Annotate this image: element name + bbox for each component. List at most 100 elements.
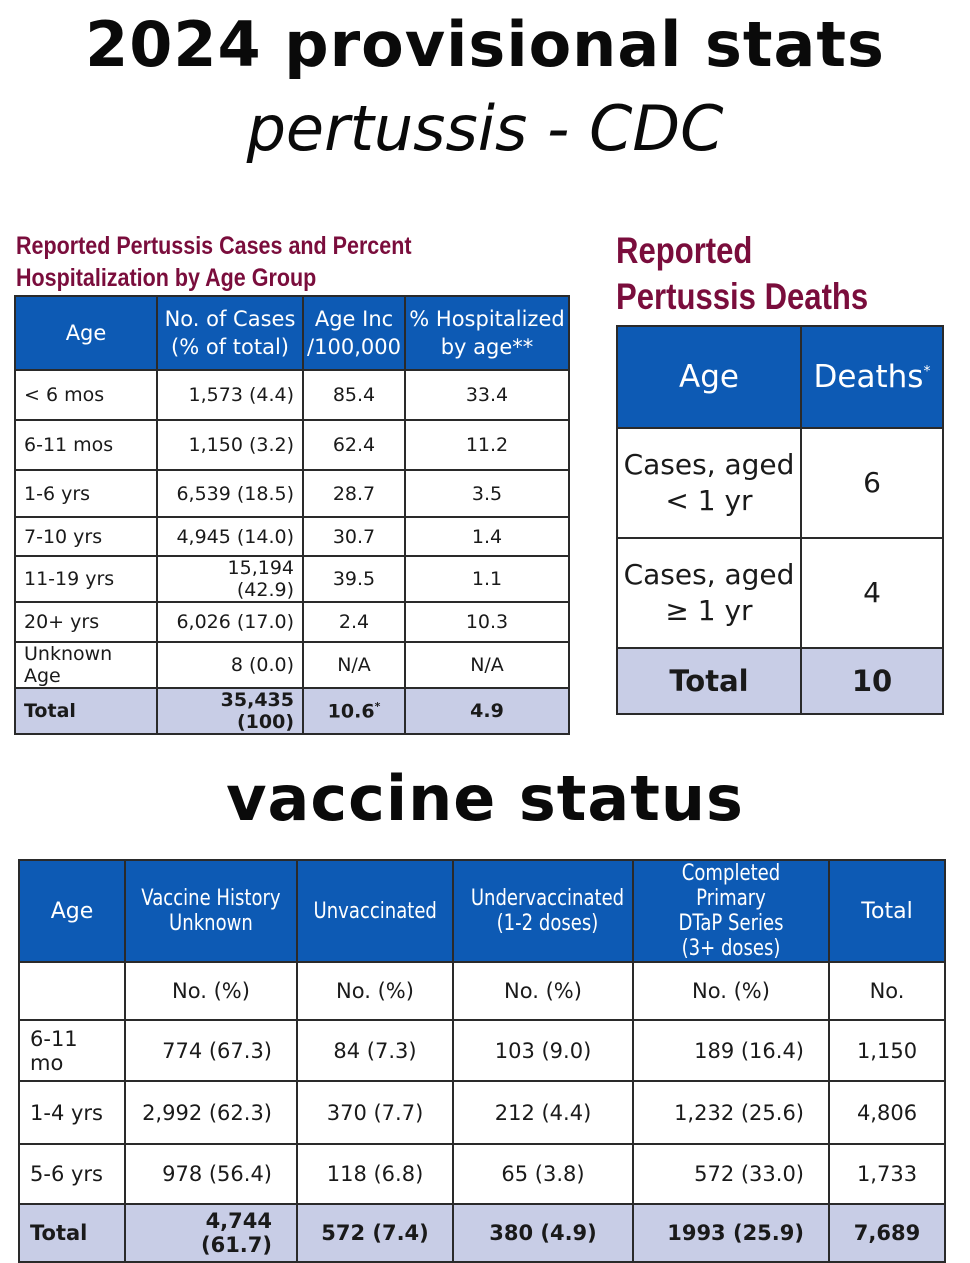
- cell-total-under: 380 (4.9): [452, 1203, 634, 1263]
- total-incidence-value: 10.6: [327, 700, 375, 723]
- cases-table-caption: Reported Pertussis Cases and Percent Hos…: [16, 230, 412, 294]
- deaths-table-caption: Reported Pertussis Deaths: [616, 228, 868, 320]
- age-line1: Cases, aged: [623, 448, 795, 481]
- cell-age: Cases, aged < 1 yr: [616, 427, 802, 539]
- cell-age: 1-4 yrs: [18, 1080, 126, 1145]
- cell-total-total: 7,689: [828, 1203, 946, 1263]
- cell-incidence: 2.4: [302, 601, 406, 643]
- cell-total-deaths: 10: [800, 647, 944, 715]
- cell-incidence: 85.4: [302, 369, 406, 421]
- table-row: 7-10 yrs 4,945 (14.0) 30.7 1.4: [14, 516, 570, 557]
- cell-age: Cases, aged ≥ 1 yr: [616, 537, 802, 649]
- header-hosp-line2: by age**: [440, 335, 534, 359]
- cases-header-row: Age No. of Cases (% of total) Age Inc/100…: [14, 295, 570, 371]
- cell-age: Unknown Age: [14, 641, 158, 689]
- subheader-under: No. (%): [452, 961, 634, 1021]
- cell-unvax: 370 (7.7): [296, 1080, 454, 1145]
- cell-hospitalized: 3.5: [404, 469, 570, 518]
- header-complete-line1: Completed Primary: [681, 861, 781, 911]
- cell-hospitalized: 1.1: [404, 555, 570, 603]
- vaccine-status-table: Age Vaccine History Unknown Unvaccinated …: [18, 859, 946, 1263]
- header-cases-line2: (% of total): [171, 335, 289, 359]
- incidence-footnote-mark: *: [374, 699, 381, 713]
- main-title: 2024 provisional stats: [85, 8, 885, 81]
- cell-under: 65 (3.8): [452, 1143, 634, 1205]
- header-completed-primary: Completed Primary DTaP Series (3+ doses): [632, 859, 830, 963]
- age-line2: < 1 yr: [665, 484, 753, 517]
- header-deaths-label: Deaths: [813, 359, 924, 395]
- cell-total-cases: 35,435 (100): [156, 687, 304, 735]
- header-under-line2: (1-2 doses): [496, 911, 599, 936]
- cell-hospitalized: 33.4: [404, 369, 570, 421]
- header-incidence: Age Inc/100,000: [302, 295, 406, 371]
- cell-cases: 1,573 (4.4): [156, 369, 304, 421]
- cell-incidence: N/A: [302, 641, 406, 689]
- table-row: < 6 mos 1,573 (4.4) 85.4 33.4: [14, 369, 570, 421]
- subheader-unvax: No. (%): [296, 961, 454, 1021]
- cell-total-unknown: 4,744 (61.7): [124, 1203, 298, 1263]
- cell-unvax: 118 (6.8): [296, 1143, 454, 1205]
- subtitle: pertussis - CDC: [246, 92, 724, 165]
- cell-age: 6-11 mos: [14, 419, 158, 471]
- cell-hospitalized: N/A: [404, 641, 570, 689]
- header-deaths: Deaths*: [800, 325, 944, 429]
- cell-total-incidence: 10.6*: [302, 687, 406, 735]
- header-age: Age: [18, 859, 126, 963]
- cell-complete: 572 (33.0): [632, 1143, 830, 1205]
- cell-total: 1,150: [828, 1019, 946, 1082]
- subheader-row: No. (%) No. (%) No. (%) No. (%) No.: [18, 961, 946, 1021]
- cell-unknown: 774 (67.3): [124, 1019, 298, 1082]
- total-row: Total 35,435 (100) 10.6* 4.9: [14, 687, 570, 735]
- header-history-unknown: Vaccine History Unknown: [124, 859, 298, 963]
- cases-caption-line1: Reported Pertussis Cases and Percent: [16, 232, 412, 260]
- cell-age: 11-19 yrs: [14, 555, 158, 603]
- cell-age: 6-11 mo: [18, 1019, 126, 1082]
- cell-age: 20+ yrs: [14, 601, 158, 643]
- table-row: Cases, aged < 1 yr 6: [616, 427, 944, 539]
- cell-hospitalized: 1.4: [404, 516, 570, 557]
- cell-cases: 15,194 (42.9): [156, 555, 304, 603]
- deaths-header-row: Age Deaths*: [616, 325, 944, 429]
- cell-cases: 4,945 (14.0): [156, 516, 304, 557]
- header-total: Total: [828, 859, 946, 963]
- total-row: Total 10: [616, 647, 944, 715]
- header-age: Age: [616, 325, 802, 429]
- table-row: 6-11 mo 774 (67.3) 84 (7.3) 103 (9.0) 18…: [18, 1019, 946, 1082]
- table-row: 6-11 mos 1,150 (3.2) 62.4 11.2: [14, 419, 570, 471]
- cell-total-hospitalized: 4.9: [404, 687, 570, 735]
- cases-caption-line2: Hospitalization by Age Group: [16, 264, 317, 292]
- deaths-caption-line1: Reported: [616, 230, 753, 271]
- cell-incidence: 39.5: [302, 555, 406, 603]
- header-hospitalized: % Hospitalized by age**: [404, 295, 570, 371]
- header-undervaccinated: Undervaccinated (1-2 doses): [452, 859, 634, 963]
- cell-deaths: 6: [800, 427, 944, 539]
- cell-cases: 6,539 (18.5): [156, 469, 304, 518]
- age-line2: ≥ 1 yr: [665, 594, 753, 627]
- subheader-age: [18, 961, 126, 1021]
- cell-complete: 1,232 (25.6): [632, 1080, 830, 1145]
- cell-complete: 189 (16.4): [632, 1019, 830, 1082]
- cell-total-label: Total: [14, 687, 158, 735]
- table-row: 1-6 yrs 6,539 (18.5) 28.7 3.5: [14, 469, 570, 518]
- table-row: 11-19 yrs 15,194 (42.9) 39.5 1.1: [14, 555, 570, 603]
- header-inc-line1: Age Inc: [314, 307, 394, 331]
- cell-deaths: 4: [800, 537, 944, 649]
- deaths-table: Age Deaths* Cases, aged < 1 yr 6 Cases, a…: [616, 325, 944, 715]
- deaths-caption-line2: Pertussis Deaths: [616, 276, 869, 317]
- cell-unvax: 84 (7.3): [296, 1019, 454, 1082]
- deaths-footnote-mark: *: [923, 363, 931, 380]
- header-unknown-line1: Vaccine History: [141, 886, 281, 911]
- cell-total-complete: 1993 (25.9): [632, 1203, 830, 1263]
- header-under-line1: Undervaccinated: [470, 886, 625, 911]
- cell-age: 5-6 yrs: [18, 1143, 126, 1205]
- table-row: 5-6 yrs 978 (56.4) 118 (6.8) 65 (3.8) 57…: [18, 1143, 946, 1205]
- cell-incidence: 62.4: [302, 419, 406, 471]
- cell-age: 7-10 yrs: [14, 516, 158, 557]
- table-row: Cases, aged ≥ 1 yr 4: [616, 537, 944, 649]
- cell-cases: 6,026 (17.0): [156, 601, 304, 643]
- vaccine-header-row: Age Vaccine History Unknown Unvaccinated …: [18, 859, 946, 963]
- cell-under: 103 (9.0): [452, 1019, 634, 1082]
- subheader-complete: No. (%): [632, 961, 830, 1021]
- cases-table: Age No. of Cases (% of total) Age Inc/100…: [14, 295, 570, 735]
- table-row: 1-4 yrs 2,992 (62.3) 370 (7.7) 212 (4.4)…: [18, 1080, 946, 1145]
